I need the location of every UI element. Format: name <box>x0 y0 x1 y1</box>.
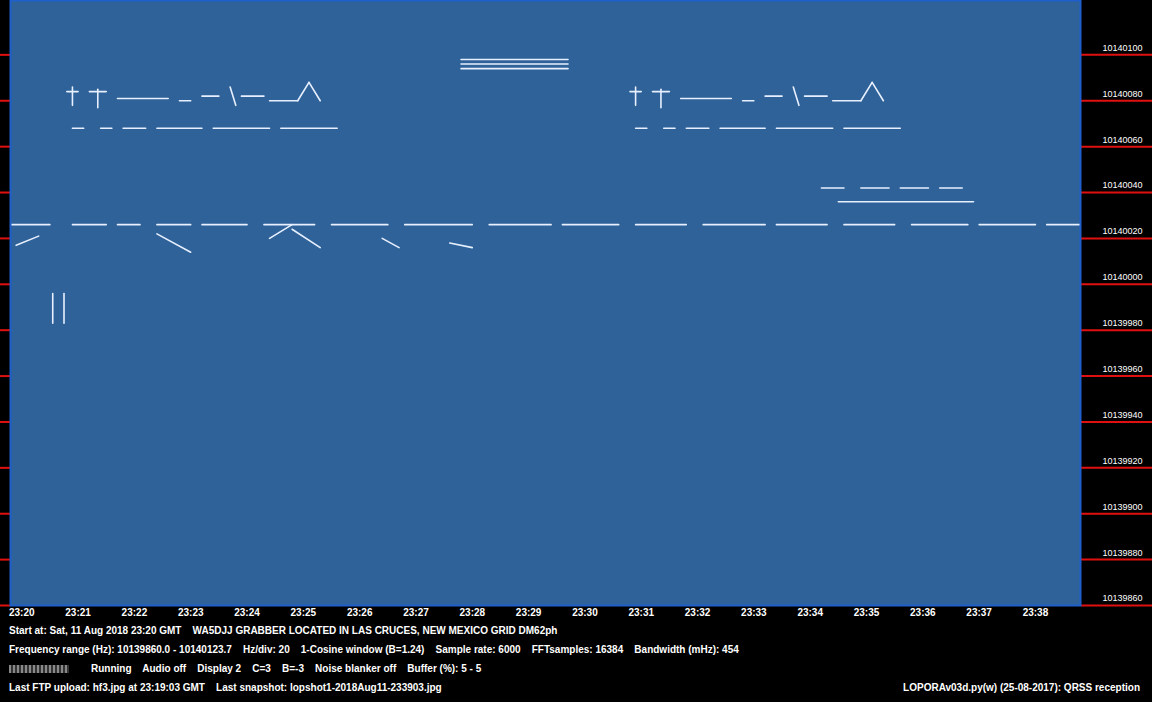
svg-text:23:33: 23:33 <box>741 607 767 618</box>
svg-text:10140100: 10140100 <box>1103 43 1143 53</box>
svg-text:23:37: 23:37 <box>966 607 992 618</box>
svg-text:10140040: 10140040 <box>1103 180 1143 190</box>
html-text:LOPORAv03d.py(w) (25-08-2017):: LOPORAv03d.py(w) (25-08-2017): QRSS rece… <box>903 682 1140 693</box>
svg-text:10139900: 10139900 <box>1103 502 1143 512</box>
html-text:Start at: Sat, 11 Aug 2018 23:: Start at: Sat, 11 Aug 2018 23:20 GMT WA5… <box>9 625 558 636</box>
svg-text:10139940: 10139940 <box>1103 410 1143 420</box>
svg-text:10139860: 10139860 <box>1103 593 1143 603</box>
svg-text:23:32: 23:32 <box>685 607 711 618</box>
svg-text:23:22: 23:22 <box>122 607 148 618</box>
svg-text:23:21: 23:21 <box>65 607 91 618</box>
svg-text:10139920: 10139920 <box>1103 456 1143 466</box>
svg-text:23:20: 23:20 <box>9 607 35 618</box>
svg-text:23:35: 23:35 <box>854 607 880 618</box>
svg-text:10140080: 10140080 <box>1103 89 1143 99</box>
svg-text:10139960: 10139960 <box>1103 364 1143 374</box>
svg-text:23:31: 23:31 <box>628 607 654 618</box>
html-text:Running Audio off Display 2 C=: Running Audio off Display 2 C=3 B=-3 Noi… <box>91 663 482 674</box>
svg-text:23:25: 23:25 <box>291 607 317 618</box>
svg-text:23:28: 23:28 <box>460 607 486 618</box>
svg-text:23:38: 23:38 <box>1023 607 1049 618</box>
html-text:Last FTP upload: hf3.jpg at 23: Last FTP upload: hf3.jpg at 23:19:03 GMT… <box>9 682 442 693</box>
svg-text:23:36: 23:36 <box>910 607 936 618</box>
svg-text:23:34: 23:34 <box>797 607 823 618</box>
html-text:Frequency range (Hz): 10139860: Frequency range (Hz): 10139860.0 - 10140… <box>9 644 739 655</box>
svg-text:10139880: 10139880 <box>1103 547 1143 557</box>
svg-text:23:26: 23:26 <box>347 607 373 618</box>
svg-text:23:29: 23:29 <box>516 607 542 618</box>
svg-text:23:24: 23:24 <box>234 607 260 618</box>
svg-text:10140060: 10140060 <box>1103 135 1143 145</box>
svg-text:10139980: 10139980 <box>1103 318 1143 328</box>
svg-text:23:30: 23:30 <box>572 607 598 618</box>
svg-text:10140020: 10140020 <box>1103 226 1143 236</box>
svg-text:10140000: 10140000 <box>1103 272 1143 282</box>
svg-text:23:27: 23:27 <box>403 607 429 618</box>
svg-text:23:23: 23:23 <box>178 607 204 618</box>
